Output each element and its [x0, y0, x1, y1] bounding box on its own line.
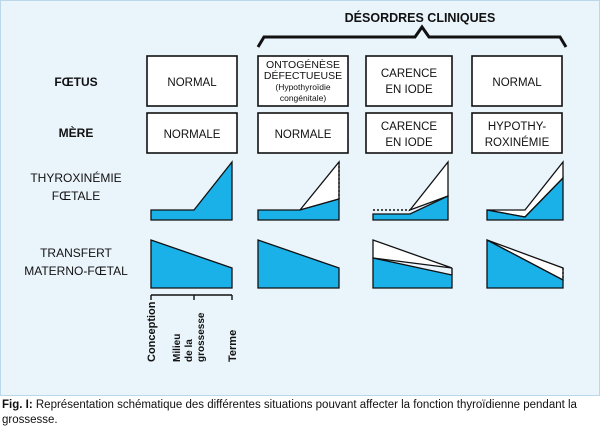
- thyroxinemie-shape-3-blue: [372, 194, 449, 221]
- row-label-mere: MÈRE: [59, 125, 94, 140]
- foetus-box-4: [471, 55, 563, 107]
- timeline-label-terme: Terme: [227, 330, 239, 362]
- mere-box-1: [146, 112, 238, 154]
- transfert-shape-3-blue: [372, 257, 453, 289]
- thyroxinemie-shape-3-white: [408, 160, 449, 212]
- foetus-box-2-label-1: ONTOGÉNÈSE: [266, 58, 340, 71]
- row-label-thyroxinemie-1: THYROXINÉMIE: [30, 170, 121, 185]
- foetus-box-3-label-2: EN IODE: [385, 84, 433, 96]
- mere-box-2-label: NORMALE: [275, 129, 332, 141]
- transfert-shape-2: [257, 239, 340, 289]
- mere-box-2: [257, 112, 349, 154]
- mere-box-4: [471, 112, 563, 154]
- row-label-transfert-1: TRANSFERT: [40, 246, 112, 260]
- mere-box-1-label: NORMALE: [164, 129, 221, 141]
- thyroxinemie-shape-1: [150, 160, 233, 221]
- foetus-box-2: [257, 55, 349, 107]
- mere-box-3-label-1: CARENCE: [381, 121, 438, 133]
- foetus-box-1: [146, 55, 238, 107]
- timeline-label-milieu-2: de la: [184, 339, 195, 362]
- foetus-box-3: [365, 55, 453, 107]
- foetus-box-2-sub-2: congénitale): [280, 93, 326, 103]
- mere-box-4-label-2: ROXINÉMIE: [485, 136, 550, 149]
- foetus-box-4-label: NORMAL: [492, 77, 542, 89]
- foetus-box-2-label-2: DÉFECTUEUSE: [264, 69, 342, 82]
- row-label-foetus: FŒTUS: [54, 75, 97, 89]
- transfert-shape-3-white: [372, 239, 453, 269]
- mere-box-3-label-2: EN IODE: [385, 137, 433, 149]
- thyroxinemie-shape-4-blue: [486, 176, 564, 221]
- mere-box-3: [365, 112, 453, 154]
- row-label-transfert-2: MATERNO-FŒTAL: [24, 264, 128, 278]
- transfert-shape-1: [150, 239, 233, 289]
- header-title: DÉSORDRES CLINIQUES: [345, 10, 496, 25]
- timeline-label-milieu-1: Milieu: [172, 334, 183, 362]
- row-label-thyroxinemie-2: FŒTALE: [52, 189, 100, 203]
- header-brace: [256, 24, 568, 48]
- figure-caption: Fig. I: Représentation schématique des d…: [2, 398, 596, 428]
- mere-box-4-label-1: HYPOTHY-: [488, 121, 547, 133]
- timeline-label-conception: Conception: [146, 301, 158, 362]
- caption-text: Représentation schématique des différent…: [2, 399, 577, 426]
- foetus-box-3-label-1: CARENCE: [381, 68, 438, 80]
- foetus-box-1-label: NORMAL: [167, 77, 217, 89]
- caption-label: Fig. I:: [2, 399, 33, 411]
- thyroxinemie-shape-2-blue: [257, 198, 340, 221]
- diagram: DÉSORDRES CLINIQUES FŒTUS MÈRE THYROXINÉ…: [24, 10, 568, 362]
- timeline-label-milieu-3: grossesse: [196, 312, 207, 362]
- transfert-shape-4-blue: [486, 238, 564, 289]
- foetus-box-2-sub-1: (Hypothyroïdie: [275, 82, 331, 92]
